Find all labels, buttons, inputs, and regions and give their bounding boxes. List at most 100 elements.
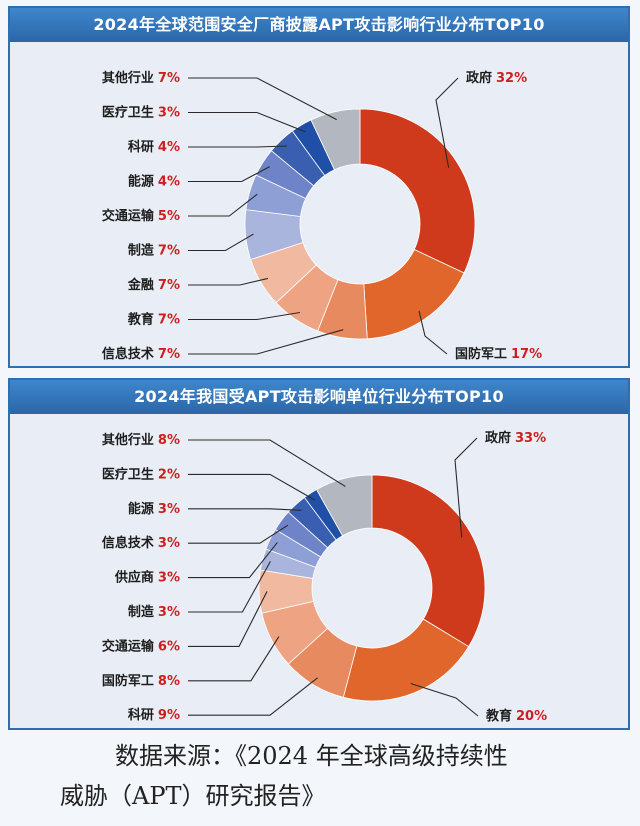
- slice-label-name: 能源: [128, 500, 154, 516]
- slice-label: 教育 7%: [127, 311, 180, 327]
- chart-title-china: 2024年我国受APT攻击影响单位行业分布TOP10: [10, 380, 628, 414]
- slice-label: 政府 32%: [466, 70, 527, 86]
- slice-label: 其他行业 7%: [102, 70, 180, 86]
- slice-label-value: 7%: [158, 278, 180, 293]
- slice-label-name: 其他行业: [102, 432, 154, 448]
- leader-line: [188, 508, 302, 511]
- slice-label-name: 科研: [128, 707, 154, 723]
- slice-label-value: 7%: [158, 347, 180, 362]
- slice-label: 能源 4%: [128, 173, 180, 189]
- leader-line: [188, 329, 344, 355]
- slice-label-name: 交通运输: [102, 638, 155, 654]
- slice-label-name: 教育: [127, 311, 154, 327]
- slice-label: 交通运输 6%: [102, 638, 180, 654]
- slice-label-value: 4%: [158, 174, 180, 189]
- donut-slice: [316, 474, 373, 537]
- slice-label-value: 7%: [158, 243, 180, 258]
- slice-label-name: 制造: [128, 604, 155, 620]
- leader-line: [188, 636, 280, 682]
- slice-label-name: 教育: [485, 708, 512, 724]
- chart-panel-global: 2024年全球范围安全厂商披露APT攻击影响行业分布TOP10 政府 32% 国防军…: [8, 6, 630, 368]
- leader-line: [454, 437, 478, 538]
- slice-label-name: 科研: [128, 139, 154, 155]
- slice-label-value: 3%: [158, 536, 180, 551]
- leader-line: [188, 473, 315, 501]
- donut-slice: [310, 108, 361, 171]
- slice-label: 教育 20%: [485, 708, 547, 724]
- slice-label: 科研 4%: [128, 139, 180, 155]
- chart-panel-china: 2024年我国受APT攻击影响单位行业分布TOP10 政府 33% 教育 20% 其他行…: [8, 378, 630, 730]
- leader-line: [188, 561, 271, 613]
- leader-line: [188, 111, 306, 133]
- slice-label: 信息技术 7%: [102, 346, 180, 362]
- leader-line: [188, 542, 278, 579]
- leader-line: [418, 310, 448, 355]
- slice-label-name: 政府: [466, 70, 492, 86]
- source-line-1: 数据来源：《2024 年全球高级持续性: [115, 742, 508, 770]
- leader-line: [188, 591, 268, 647]
- slice-label-name: 能源: [128, 173, 154, 189]
- slice-label-value: 20%: [516, 709, 547, 724]
- slice-label-name: 信息技术: [102, 346, 154, 362]
- slice-label-value: 7%: [158, 71, 180, 86]
- slice-label-value: 5%: [158, 209, 180, 224]
- chart-title-global: 2024年全球范围安全厂商披露APT攻击影响行业分布TOP10: [10, 8, 628, 42]
- leader-line: [188, 524, 289, 544]
- slice-label-name: 供应商: [114, 569, 154, 585]
- slice-label-value: 7%: [158, 312, 180, 327]
- slice-label-name: 医疗卫生: [102, 466, 154, 482]
- leader-line: [410, 682, 479, 717]
- source-line-2: 威胁（APT）研究报告》: [60, 782, 326, 810]
- slice-label: 医疗卫生 2%: [102, 466, 180, 482]
- slice-label-name: 制造: [128, 242, 155, 258]
- slice-label: 制造 7%: [128, 242, 180, 258]
- slice-label-name: 政府: [485, 430, 511, 446]
- leader-line: [188, 166, 270, 183]
- donut-chart-china: 政府 33%教育 20%其他行业 8%医疗卫生 2%能源 3%信息技术 3%供应商 3%制造 3…: [102, 430, 547, 724]
- leader-line: [188, 439, 346, 487]
- leader-line: [188, 311, 300, 321]
- donut-slice: [359, 108, 476, 274]
- slice-label-name: 医疗卫生: [102, 104, 154, 120]
- slice-label-value: 33%: [515, 431, 546, 446]
- slice-label: 供应商 3%: [114, 569, 180, 585]
- leader-line: [188, 193, 258, 217]
- donut-slice: [371, 474, 486, 648]
- slice-label: 金融 7%: [127, 277, 180, 293]
- leader-line: [435, 77, 459, 168]
- slice-label-name: 信息技术: [102, 535, 154, 551]
- slice-label: 交通运输 5%: [102, 208, 180, 224]
- slice-label-value: 2%: [158, 467, 180, 482]
- slice-label-value: 3%: [158, 570, 180, 585]
- leader-line: [188, 233, 254, 252]
- slice-label: 其他行业 8%: [102, 432, 180, 448]
- slice-label-value: 3%: [158, 605, 180, 620]
- slice-label-value: 8%: [158, 673, 180, 688]
- slice-label: 国防军工 17%: [455, 346, 542, 362]
- leader-line: [188, 77, 337, 121]
- slice-label-value: 4%: [158, 140, 180, 155]
- slice-label: 能源 3%: [128, 500, 180, 516]
- slice-label: 国防军工 8%: [102, 672, 180, 688]
- slice-label-value: 32%: [496, 71, 527, 86]
- leader-line: [188, 277, 269, 286]
- leader-line: [188, 677, 318, 716]
- slice-label-name: 金融: [127, 277, 154, 293]
- slice-label: 医疗卫生 3%: [102, 104, 180, 120]
- slice-label-value: 3%: [158, 501, 180, 516]
- slice-label: 信息技术 3%: [102, 535, 180, 551]
- slice-label-name: 其他行业: [102, 70, 154, 86]
- slice-label-name: 国防军工: [455, 346, 507, 362]
- leader-line: [188, 145, 287, 148]
- slice-label-value: 17%: [511, 347, 542, 362]
- slice-label-value: 8%: [158, 433, 180, 448]
- donut-slice: [342, 618, 470, 702]
- slice-label-value: 3%: [158, 105, 180, 120]
- slice-label-value: 9%: [158, 708, 180, 723]
- slice-label: 科研 9%: [128, 707, 180, 723]
- slice-label: 制造 3%: [128, 604, 180, 620]
- slice-label: 政府 33%: [485, 430, 546, 446]
- donut-chart-global: 政府 32% 国防军工 17% 其他行业 7% 医疗卫生 3% 科研 4% 能源 4% 交通运输 5% 制造…: [102, 70, 542, 362]
- slice-label-value: 6%: [158, 639, 180, 654]
- slice-label-name: 交通运输: [102, 208, 155, 224]
